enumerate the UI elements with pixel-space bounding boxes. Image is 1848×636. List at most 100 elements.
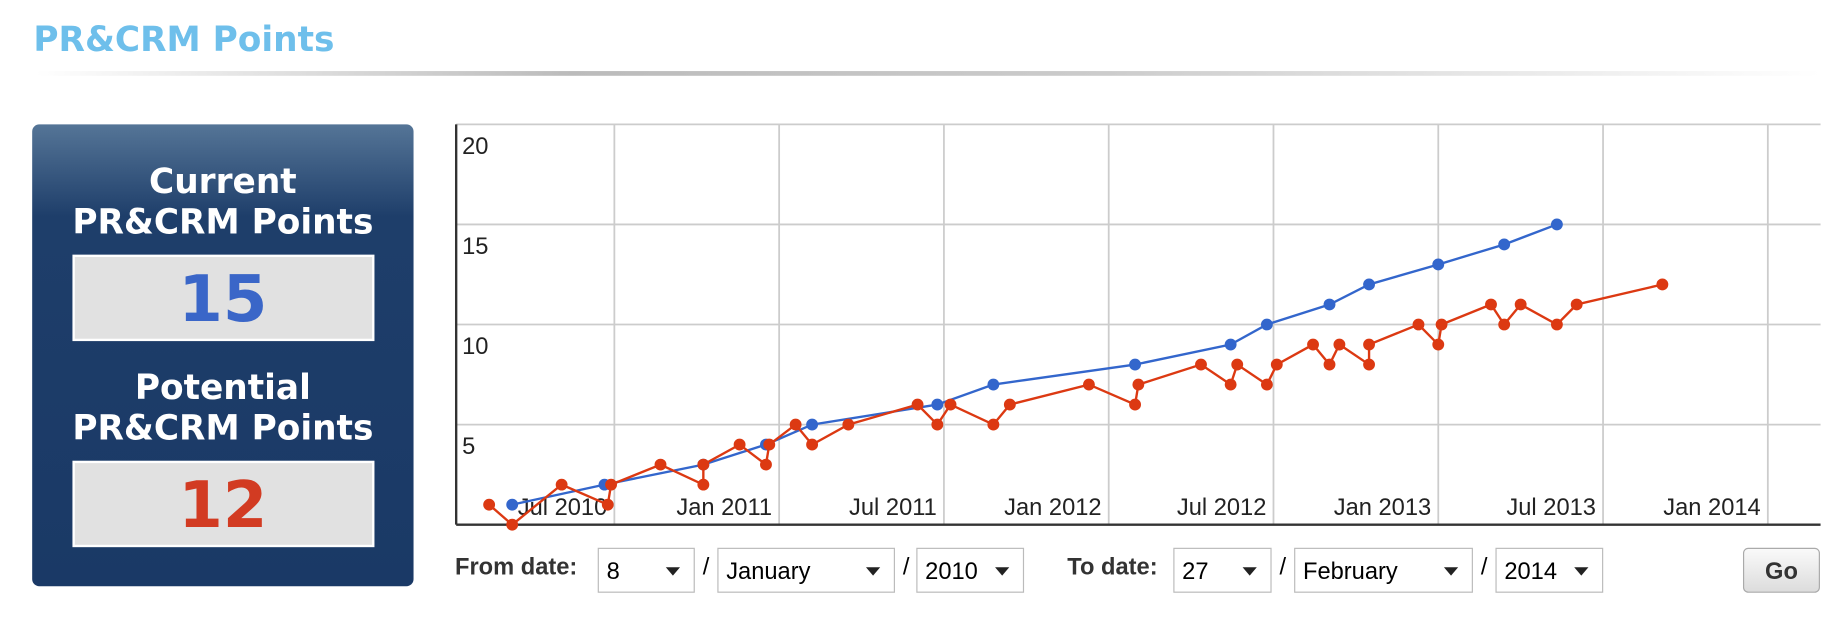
select-arrow [1574, 567, 1589, 576]
data-point [1231, 358, 1244, 371]
separator: / [1481, 554, 1488, 580]
data-point [1260, 378, 1273, 391]
data-point [1550, 318, 1563, 331]
data-point [1132, 378, 1145, 391]
data-point [483, 498, 496, 511]
date-form: From date: To date: / / / / 8 January 2010… [455, 547, 1820, 593]
data-point [1363, 338, 1375, 351]
select-arrow [865, 567, 881, 576]
data-point [1485, 298, 1497, 311]
data-point [763, 438, 776, 451]
data-point [1224, 338, 1237, 351]
x-tick-label: Jan 2012 [1004, 495, 1101, 521]
select-arrow [1443, 567, 1459, 576]
data-point [1333, 338, 1346, 351]
data-point [1514, 298, 1527, 311]
data-point [944, 398, 957, 411]
separator: / [903, 554, 910, 580]
panel-label: Potential [135, 368, 311, 408]
x-tick-label: Jul 2013 [1506, 495, 1596, 521]
y-tick-label: 10 [462, 334, 488, 360]
panel-label: Current [149, 162, 297, 202]
separator: / [1280, 554, 1287, 580]
data-point [1260, 318, 1273, 331]
x-tick-label: Jul 2011 [849, 495, 937, 521]
data-point [1129, 358, 1141, 371]
data-point [1570, 298, 1583, 311]
data-point [1083, 378, 1095, 391]
to-label: To date: [1067, 554, 1157, 580]
select-value: 27 [1182, 559, 1208, 585]
data-point [1435, 318, 1448, 331]
select-value: 8 [607, 559, 620, 585]
data-point [806, 438, 819, 451]
data-point [987, 378, 1000, 391]
data-point [1432, 258, 1445, 271]
data-point [1003, 398, 1016, 411]
data-point [697, 458, 710, 471]
data-point [506, 498, 519, 511]
data-point [1270, 358, 1283, 371]
data-point [733, 438, 746, 451]
data-point [1412, 318, 1425, 331]
data-point [697, 478, 710, 491]
series-line [511, 223, 1558, 506]
select-value: January [726, 559, 810, 585]
data-point [601, 498, 614, 511]
data-point [911, 398, 924, 411]
select-value: February [1303, 559, 1398, 585]
select-box[interactable] [597, 547, 695, 593]
series-line [488, 283, 1663, 527]
select-value: 2014 [1504, 559, 1557, 585]
potential-value: 12 [178, 469, 267, 543]
page-title: PR&CRM Points [33, 20, 334, 60]
data-point [1363, 358, 1375, 371]
select-arrow [665, 567, 681, 576]
select-value: 2010 [925, 559, 978, 585]
data-point [1224, 378, 1237, 391]
go-label: Go [1765, 559, 1798, 585]
data-point [1195, 358, 1207, 371]
data-point [1129, 398, 1141, 411]
data-point [1363, 278, 1375, 291]
data-point [987, 418, 1000, 431]
data-point [555, 478, 568, 491]
data-point [789, 418, 802, 431]
y-tick-label: 5 [462, 434, 475, 460]
data-point [1498, 318, 1511, 331]
select-arrow [995, 567, 1010, 576]
select-box[interactable] [1173, 547, 1272, 593]
go-button[interactable] [1742, 547, 1820, 593]
data-point [1323, 298, 1336, 311]
data-point [605, 478, 617, 491]
divider [35, 71, 1822, 76]
data-point [506, 518, 519, 531]
data-point [760, 458, 772, 471]
data-point [1323, 358, 1336, 371]
value-box [72, 254, 375, 342]
select-box[interactable] [1294, 547, 1473, 593]
panel-label: PR&CRM Points [72, 202, 373, 242]
current-value: 15 [178, 263, 267, 337]
data-point [931, 398, 944, 411]
panel-label: PR&CRM Points [72, 408, 373, 448]
x-tick-label: Jan 2011 [676, 495, 772, 521]
data-point [806, 418, 819, 431]
data-point [1307, 338, 1319, 351]
select-box[interactable] [717, 547, 895, 593]
data-point [842, 418, 855, 431]
value-box [72, 460, 375, 548]
y-tick-label: 20 [462, 134, 488, 160]
x-tick-label: Jan 2013 [1334, 495, 1431, 521]
data-point [1498, 238, 1511, 251]
x-tick-label: Jan 2014 [1663, 495, 1760, 521]
data-point [1656, 278, 1669, 291]
x-tick-label: Jul 2012 [1177, 495, 1267, 521]
data-point [654, 458, 667, 471]
separator: / [703, 554, 710, 580]
data-point [931, 418, 944, 431]
select-arrow [1242, 567, 1257, 576]
